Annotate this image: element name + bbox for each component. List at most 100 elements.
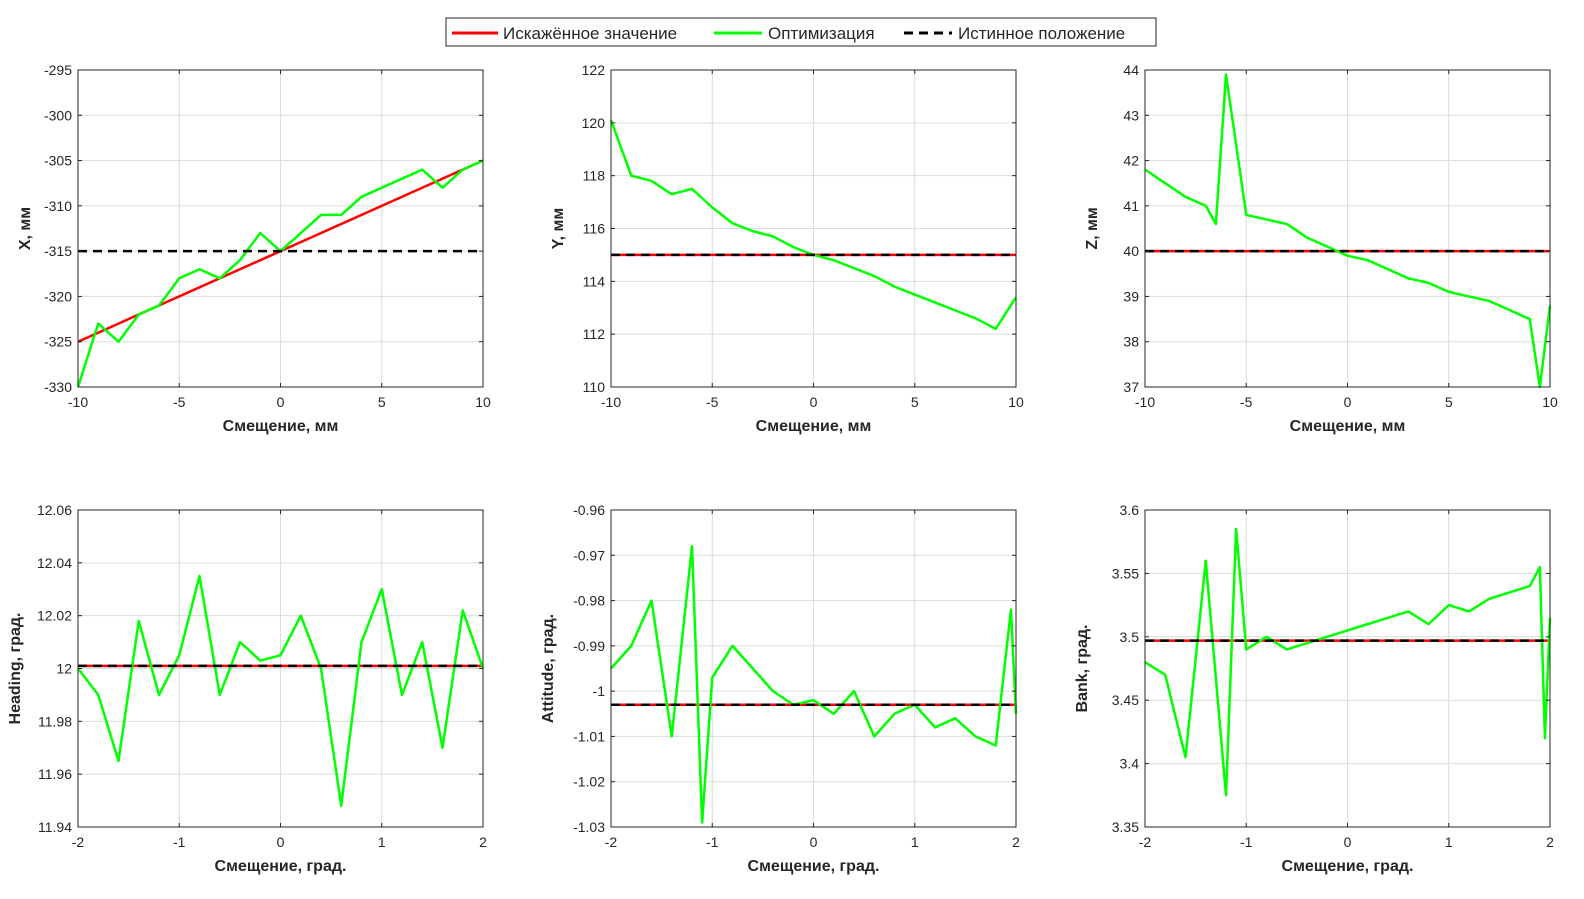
y-tick-label: 41 xyxy=(1123,198,1139,214)
x-axis-label: Смещение, мм xyxy=(223,418,339,435)
y-tick-label: -0.97 xyxy=(573,547,605,563)
y-tick-label: 3.45 xyxy=(1112,692,1139,708)
y-tick-label: 116 xyxy=(583,221,606,237)
y-tick-label: 12.02 xyxy=(37,608,72,624)
y-tick-label: 11.96 xyxy=(38,766,72,782)
y-tick-label: -1.01 xyxy=(573,728,605,744)
series-optimization-line xyxy=(1144,527,1552,797)
x-tick-label: -1 xyxy=(173,834,186,850)
x-tick-label: 2 xyxy=(1546,834,1554,850)
y-tick-label: 12 xyxy=(56,661,72,677)
subplots: -10 -5 0 5 10-330-325-320-315-310-305-300-29… xyxy=(7,62,1558,875)
y-axis-label: Bank, град. xyxy=(1074,625,1091,713)
y-tick-label: -320 xyxy=(44,288,72,304)
y-tick-label: 3.6 xyxy=(1120,502,1140,518)
y-axis-label: Y, мм xyxy=(550,208,567,249)
y-tick-label: -325 xyxy=(44,334,72,350)
y-tick-label: 3.4 xyxy=(1120,756,1140,772)
x-tick-label: 5 xyxy=(378,394,386,410)
y-tick-label: 112 xyxy=(583,326,606,342)
x-tick-label: 0 xyxy=(277,834,285,850)
series-optimization-line xyxy=(1144,73,1552,389)
x-tick-label: 1 xyxy=(378,834,386,850)
subplot-4: -2 -1 0 1 211.9411.9611.981212.0212.0412.06С… xyxy=(7,502,487,875)
y-tick-label: 11.94 xyxy=(38,819,72,835)
subplot-5: -2 -1 0 1 2 -1.03 -1.02 -1.01 -1 -0.99 -0.98 -0.97 -… xyxy=(540,502,1020,875)
x-axis-label: Смещение, град. xyxy=(215,858,347,875)
y-tick-label: 110 xyxy=(583,379,606,395)
x-tick-label: 5 xyxy=(1445,394,1453,410)
x-tick-label: 10 xyxy=(475,394,491,410)
y-tick-label: 42 xyxy=(1123,153,1139,169)
y-tick-label: 12.06 xyxy=(37,502,72,518)
y-tick-label: -305 xyxy=(44,153,72,169)
y-tick-label: 40 xyxy=(1123,243,1139,259)
y-tick-label: -300 xyxy=(44,107,72,123)
y-tick-label: 37 xyxy=(1123,379,1139,395)
y-tick-label: -315 xyxy=(44,243,72,259)
x-tick-label: -2 xyxy=(605,834,618,850)
y-tick-label: -0.96 xyxy=(573,502,605,518)
x-tick-label: -1 xyxy=(706,834,719,850)
x-tick-label: 10 xyxy=(1542,394,1558,410)
x-axis-label: Смещение, мм xyxy=(1290,418,1406,435)
y-tick-label: -0.99 xyxy=(573,638,605,654)
x-tick-label: 0 xyxy=(810,834,818,850)
y-tick-label: 3.35 xyxy=(1112,819,1139,835)
y-tick-label: 114 xyxy=(583,273,606,289)
x-axis-label: Смещение, град. xyxy=(1282,858,1414,875)
y-tick-label: 12.04 xyxy=(37,555,72,571)
legend-label-optimization: Оптимизация xyxy=(768,24,875,43)
subplot-3: -10 -5 0 5 10 37 38 39 40 41 42 43 44 Смещение, мм Z, … xyxy=(1084,62,1558,435)
x-tick-label: 5 xyxy=(911,394,919,410)
legend-box xyxy=(445,17,1157,47)
y-tick-label: -1.03 xyxy=(573,819,605,835)
x-tick-label: -5 xyxy=(1240,394,1253,410)
x-tick-label: -2 xyxy=(1139,834,1152,850)
y-tick-label: 3.55 xyxy=(1112,565,1139,581)
y-axis-label: Heading, град. xyxy=(7,613,24,725)
x-tick-label: 10 xyxy=(1008,394,1024,410)
y-axis-label: Z, мм xyxy=(1084,207,1101,249)
y-tick-label: 11.98 xyxy=(38,713,72,729)
y-tick-label: -1 xyxy=(593,683,606,699)
x-tick-label: 1 xyxy=(911,834,919,850)
y-tick-label: -1.02 xyxy=(573,774,605,790)
x-tick-label: -10 xyxy=(68,394,88,410)
x-tick-label: 1 xyxy=(1445,834,1453,850)
x-tick-label: -2 xyxy=(72,834,85,850)
x-tick-label: 0 xyxy=(277,394,285,410)
y-axis-label: X, мм xyxy=(17,207,34,250)
legend-label-distorted: Искажённое значение xyxy=(503,24,677,43)
x-tick-label: 0 xyxy=(810,394,818,410)
x-tick-label: 2 xyxy=(479,834,487,850)
x-tick-label: -5 xyxy=(173,394,186,410)
subplot-1: -10 -5 0 5 10 -330 -325 -320 -315 -310 -305 -300 -29… xyxy=(17,62,491,435)
y-axis-label: Attitude, град. xyxy=(540,614,557,723)
legend: Искажённое значение Оптимизация Истинное… xyxy=(445,17,1157,47)
y-tick-label: 122 xyxy=(582,62,606,78)
x-tick-label: -10 xyxy=(601,394,621,410)
x-tick-label: 2 xyxy=(1012,834,1020,850)
y-tick-label: 43 xyxy=(1123,107,1139,123)
series-optimization-line xyxy=(77,574,485,808)
y-tick-label: 38 xyxy=(1123,334,1139,350)
y-tick-label: 44 xyxy=(1123,62,1139,78)
y-tick-label: 120 xyxy=(582,115,606,131)
y-tick-label: 39 xyxy=(1123,288,1139,304)
x-tick-label: -1 xyxy=(1240,834,1253,850)
y-tick-label: -0.98 xyxy=(573,593,605,609)
y-tick-label: -310 xyxy=(44,198,72,214)
x-tick-label: -5 xyxy=(706,394,719,410)
series-optimization-line xyxy=(610,544,1018,824)
y-tick-label: 3.5 xyxy=(1120,629,1140,645)
x-tick-label: -10 xyxy=(1135,394,1155,410)
subplot-6: -2 -1 0 1 2 3.35 3.4 3.45 3.5 3.55 3.6 Смещение, гр… xyxy=(1074,502,1554,875)
y-tick-label: -295 xyxy=(44,62,72,78)
subplot-2: -10 -5 0 5 10 110 112 114 116 118 120 122 Смещение, … xyxy=(550,62,1024,435)
y-tick-label: 118 xyxy=(583,168,606,184)
y-tick-label: -330 xyxy=(44,379,72,395)
legend-label-true: Истинное положение xyxy=(958,24,1125,43)
x-tick-label: 0 xyxy=(1344,834,1352,850)
